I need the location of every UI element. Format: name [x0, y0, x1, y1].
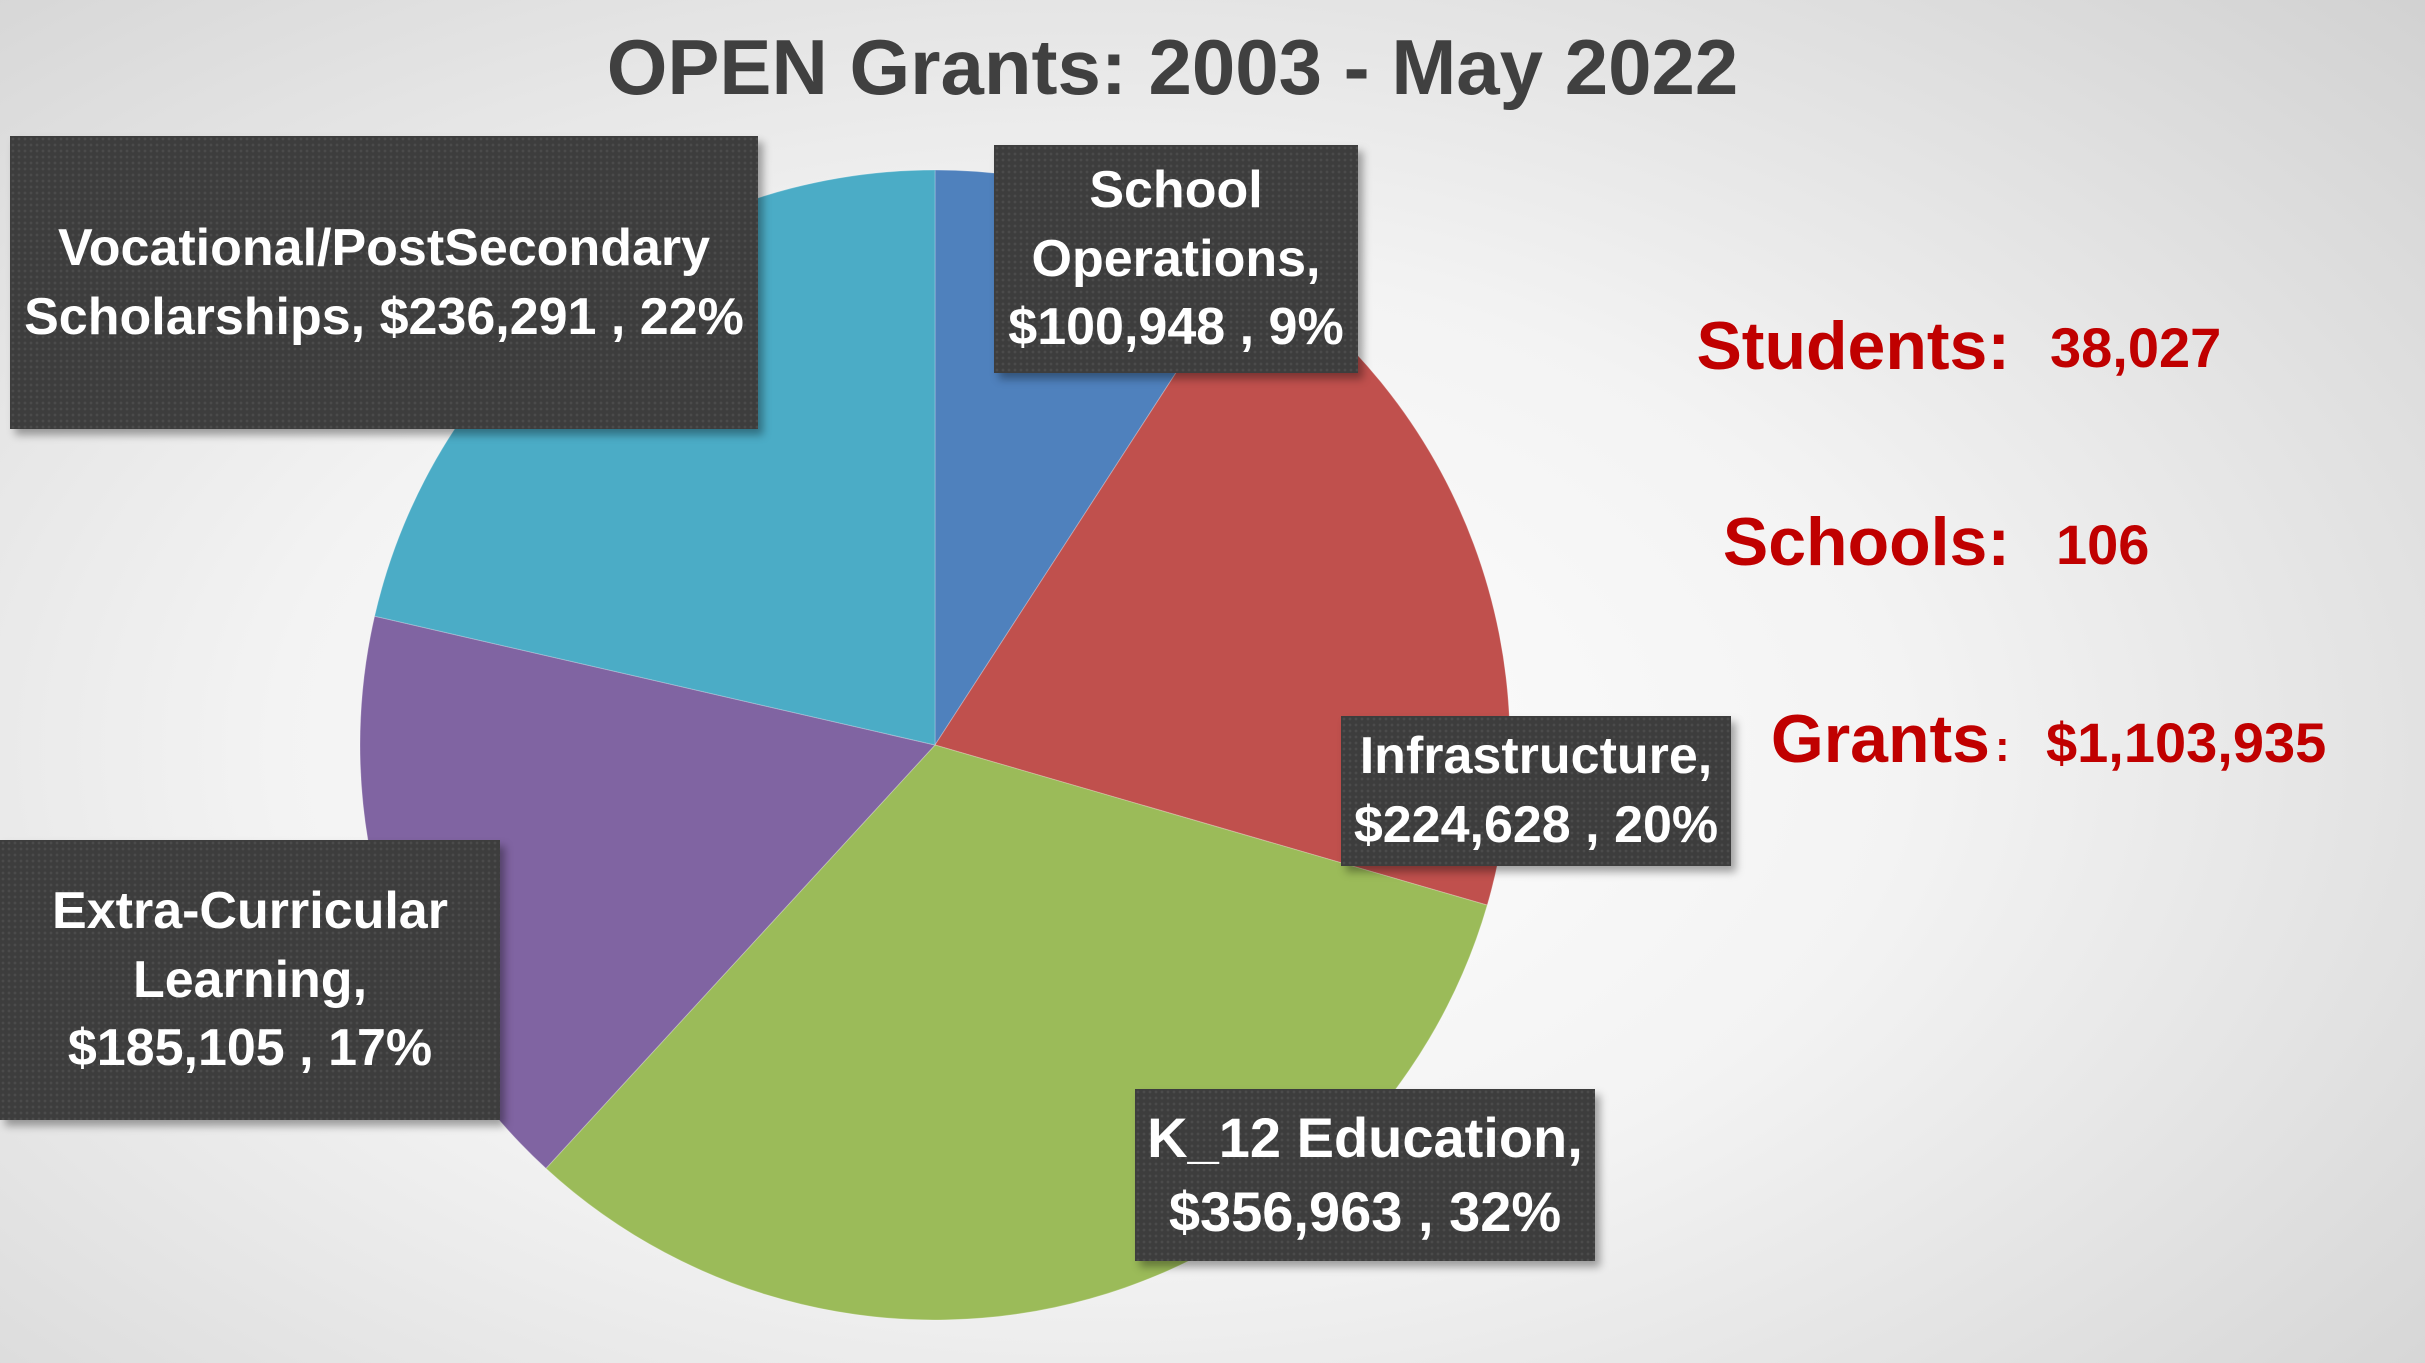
schools-label: Schools:: [1722, 504, 2010, 580]
chart-title: OPEN Grants: 2003 - May 2022: [606, 23, 1739, 111]
grants-label: Grants: [1770, 701, 1990, 777]
label-line: $100,948 , 9%: [1008, 298, 1344, 357]
students-label: Students:: [1696, 308, 2010, 384]
schools-value: 106: [2056, 513, 2150, 576]
data-label-k12-education: K_12 Education, $356,963 , 32%: [1135, 1089, 1595, 1261]
label-line: Extra-Curricular: [52, 882, 448, 941]
label-line: $224,628 , 20%: [1353, 796, 1719, 854]
label-line: K_12 Education,: [1147, 1106, 1583, 1170]
label-line: Operations,: [1031, 229, 1321, 288]
label-line: Scholarships, $236,291 , 22%: [24, 287, 744, 346]
label-line: Vocational/PostSecondary: [57, 218, 711, 277]
label-line: $356,963 , 32%: [1168, 1180, 1562, 1243]
label-line: Learning,: [132, 950, 368, 1009]
data-label-vocational-scholarships: Vocational/PostSecondary Scholarships, $…: [10, 136, 758, 429]
data-label-infrastructure: Infrastructure, $224,628 , 20%: [1341, 716, 1731, 866]
label-line: School: [1089, 161, 1263, 220]
label-line: $185,105 , 17%: [67, 1019, 433, 1078]
label-line: Infrastructure,: [1359, 727, 1713, 786]
grants-colon: :: [1995, 722, 2010, 771]
grants-value: $1,103,935: [2046, 711, 2327, 774]
data-label-extra-curricular: Extra-Curricular Learning, $185,105 , 17…: [0, 840, 500, 1120]
students-value: 38,027: [2050, 316, 2222, 379]
data-label-school-operations: School Operations, $100,948 , 9%: [994, 145, 1358, 373]
